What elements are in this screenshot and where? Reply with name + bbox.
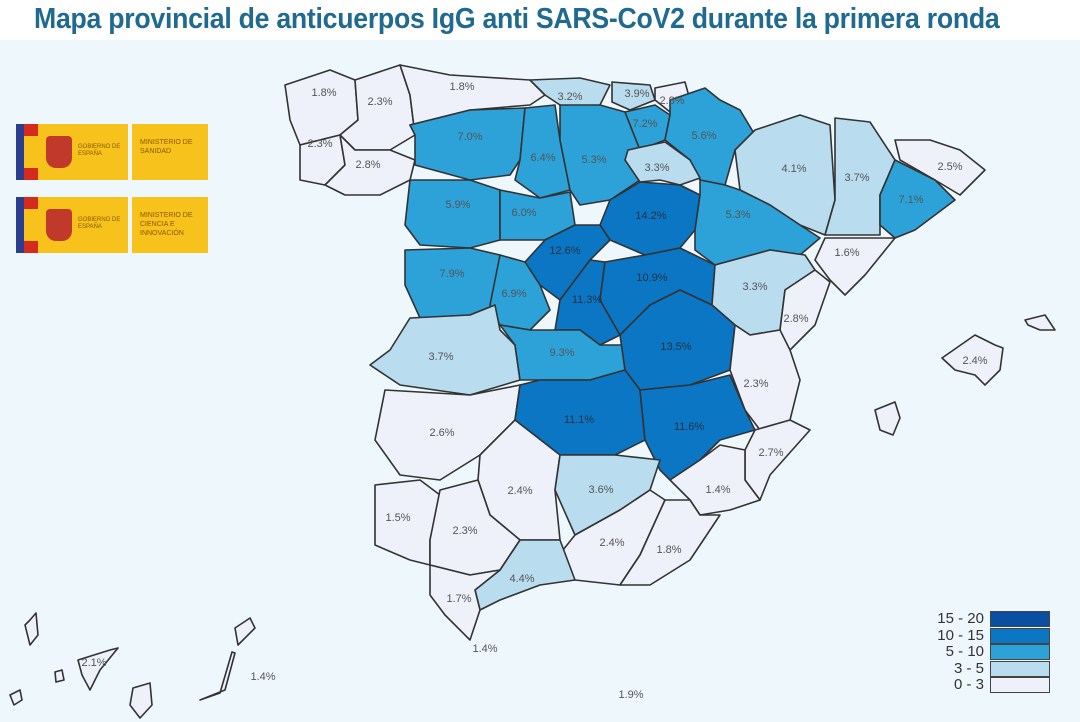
- province-tarragona[interactable]: [814, 237, 896, 296]
- gobierno-text: Gobierno de España: [78, 144, 121, 157]
- legend: 15 - 20 10 - 15 5 - 10 3 - 5 0 - 3: [918, 611, 1050, 694]
- gobierno-text: Gobierno de España: [78, 217, 121, 230]
- legend-label: 5 - 10: [945, 643, 984, 661]
- province-palencia[interactable]: [514, 104, 571, 199]
- province-canarias-fuerteventura[interactable]: [199, 651, 236, 701]
- province-canarias-lanzarote[interactable]: [234, 617, 256, 646]
- legend-swatch: [990, 677, 1050, 694]
- gobierno-block: Gobierno de España: [38, 197, 128, 253]
- province-canarias-gran-canaria[interactable]: [129, 682, 153, 719]
- legend-swatch: [990, 644, 1050, 661]
- gobierno-block: Gobierno de España: [38, 124, 128, 180]
- legend-swatch: [990, 627, 1050, 644]
- province-leon[interactable]: [409, 107, 526, 181]
- legend-row-10-15: 10 - 15: [918, 626, 1050, 645]
- province-canarias-hierro[interactable]: [9, 689, 23, 706]
- legend-label: 0 - 3: [953, 676, 984, 694]
- province-barcelona[interactable]: [879, 159, 956, 239]
- province-valencia[interactable]: [729, 324, 801, 431]
- province-bizkaia[interactable]: [611, 81, 656, 111]
- spain-flag-icon: [16, 197, 38, 253]
- map-canvas: Gobierno de España Ministerio de Sanidad…: [0, 40, 1080, 722]
- coat-of-arms-icon: [46, 209, 72, 241]
- province-asturias[interactable]: [399, 64, 546, 136]
- page-title: Mapa provincial de anticuerpos IgG anti …: [34, 3, 1000, 35]
- legend-row-15-20: 15 - 20: [918, 611, 1050, 628]
- province-navarra[interactable]: [664, 87, 756, 186]
- legend-swatch: [990, 611, 1050, 628]
- legend-label: 3 - 5: [953, 659, 984, 677]
- logo-ministerio-sanidad: Gobierno de España Ministerio de Sanidad: [16, 124, 208, 180]
- province-canarias-gomera[interactable]: [54, 669, 65, 683]
- spain-flag-icon: [16, 124, 38, 180]
- ministry-block: Ministerio de Ciencia e Innovación: [132, 197, 208, 253]
- legend-row-5-10: 5 - 10: [918, 644, 1050, 661]
- province-cadiz[interactable]: [429, 564, 501, 641]
- legend-swatch: [990, 660, 1050, 677]
- title-bar: Mapa provincial de anticuerpos IgG anti …: [0, 0, 1080, 40]
- province-caceres[interactable]: [369, 304, 521, 396]
- province-huesca[interactable]: [734, 114, 836, 236]
- province-baleares-menorca[interactable]: [1024, 314, 1056, 331]
- province-canarias-la-palma[interactable]: [24, 612, 39, 646]
- province-lleida[interactable]: [824, 117, 896, 236]
- province-baleares-mallorca[interactable]: [941, 334, 1004, 386]
- legend-label: 15 - 20: [937, 610, 984, 628]
- province-zamora[interactable]: [404, 179, 501, 249]
- logo-ministerio-ciencia: Gobierno de España Ministerio de Ciencia…: [16, 197, 208, 253]
- ministry-text: Ministerio de Ciencia e Innovación: [140, 212, 193, 237]
- legend-row-3-5: 3 - 5: [918, 659, 1050, 678]
- province-girona[interactable]: [894, 139, 986, 196]
- province-baleares-ibiza[interactable]: [874, 401, 901, 436]
- province-alicante[interactable]: [744, 419, 811, 501]
- province-canarias-tenerife[interactable]: [77, 647, 119, 691]
- ministry-text: Ministerio de Sanidad: [140, 139, 193, 155]
- coat-of-arms-icon: [46, 136, 72, 168]
- legend-label: 10 - 15: [937, 626, 984, 644]
- province-salamanca[interactable]: [404, 247, 501, 319]
- legend-row-0-3: 0 - 3: [918, 677, 1050, 694]
- province-ourense[interactable]: [324, 134, 416, 196]
- spain-province-map: [9, 64, 1056, 719]
- ministry-block: Ministerio de Sanidad: [132, 124, 208, 180]
- province-almeria[interactable]: [619, 499, 721, 586]
